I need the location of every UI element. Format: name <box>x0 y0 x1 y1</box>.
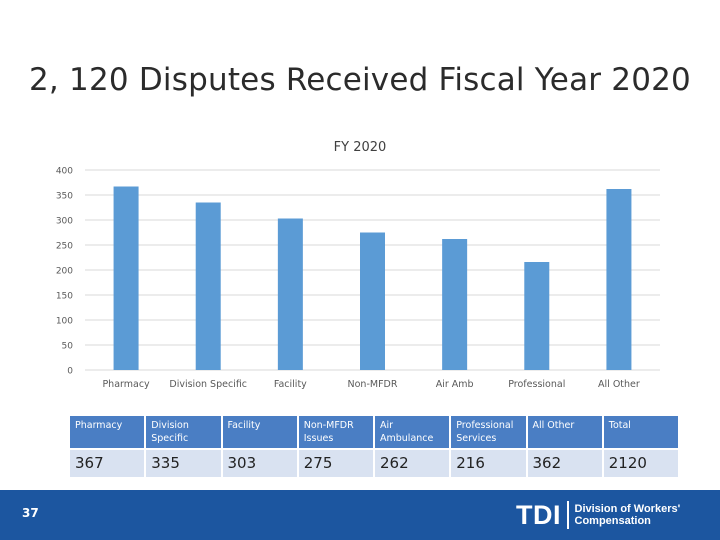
data-table: Pharmacy Division Specific Facility Non-… <box>68 414 680 479</box>
logo-line-1: Division of Workers' <box>574 503 681 515</box>
x-tick-label: Pharmacy <box>102 379 150 390</box>
x-tick-label: All Other <box>598 379 640 390</box>
y-tick-label: 100 <box>56 317 73 327</box>
table-value-cell: 303 <box>222 450 297 477</box>
y-tick-label: 400 <box>56 167 73 177</box>
logo-text: Division of Workers' Compensation <box>575 503 681 527</box>
table-header-cell: Pharmacy <box>70 416 145 448</box>
table-header-cell: Non-MFDR Issues <box>298 416 373 448</box>
table-value-cell: 362 <box>527 450 602 477</box>
table-header-cell: Facility <box>222 416 297 448</box>
bar <box>195 202 221 370</box>
bar <box>277 218 303 370</box>
bar <box>524 262 550 370</box>
logo-line-2: Compensation <box>574 515 651 527</box>
y-tick-label: 250 <box>56 242 73 252</box>
bar <box>606 189 632 370</box>
x-tick-label: Division Specific <box>169 379 247 390</box>
bar-chart: FY 2020 0 50 100 150 200 250 300 350 400 Pharmac… <box>56 140 660 390</box>
table-value-row: 367 335 303 275 262 216 362 2120 <box>70 450 678 477</box>
y-tick-label: 50 <box>62 342 74 352</box>
table-header-cell: Total <box>603 416 678 448</box>
table-value-cell: 216 <box>451 450 526 477</box>
x-tick-label: Non-MFDR <box>348 379 398 390</box>
y-tick-label: 200 <box>56 267 73 277</box>
table-header-cell: Air Ambulance <box>375 416 450 448</box>
table-header-cell: Division Specific <box>146 416 221 448</box>
slide-title: 2, 120 Disputes Received Fiscal Year 202… <box>29 62 691 98</box>
bar <box>442 239 468 370</box>
table-header-cell: All Other <box>527 416 602 448</box>
x-tick-label: Facility <box>274 379 307 390</box>
x-tick-label: Professional <box>508 379 565 390</box>
table-value-cell: 335 <box>146 450 221 477</box>
footer-bar: 37 TDI Division of Workers' Compensation <box>0 490 720 540</box>
x-tick-label: Air Amb <box>436 379 474 390</box>
y-tick-label: 150 <box>56 292 73 302</box>
table-value-cell: 2120 <box>603 450 678 477</box>
table-header-row: Pharmacy Division Specific Facility Non-… <box>70 416 678 448</box>
table-value-cell: 275 <box>298 450 373 477</box>
y-tick-label: 0 <box>67 367 73 377</box>
table-header-cell: Professional Services <box>451 416 526 448</box>
chart-title: FY 2020 <box>334 140 387 155</box>
logo-mark: TDI <box>516 499 561 530</box>
bar <box>360 232 385 370</box>
y-tick-label: 300 <box>56 217 73 227</box>
table-value-cell: 262 <box>375 450 450 477</box>
tdi-logo: TDI Division of Workers' Compensation <box>516 498 680 532</box>
y-tick-label: 350 <box>56 192 73 202</box>
table-value-cell: 367 <box>70 450 145 477</box>
slide-number: 37 <box>22 506 39 520</box>
bar <box>113 186 139 370</box>
logo-divider <box>567 501 569 529</box>
